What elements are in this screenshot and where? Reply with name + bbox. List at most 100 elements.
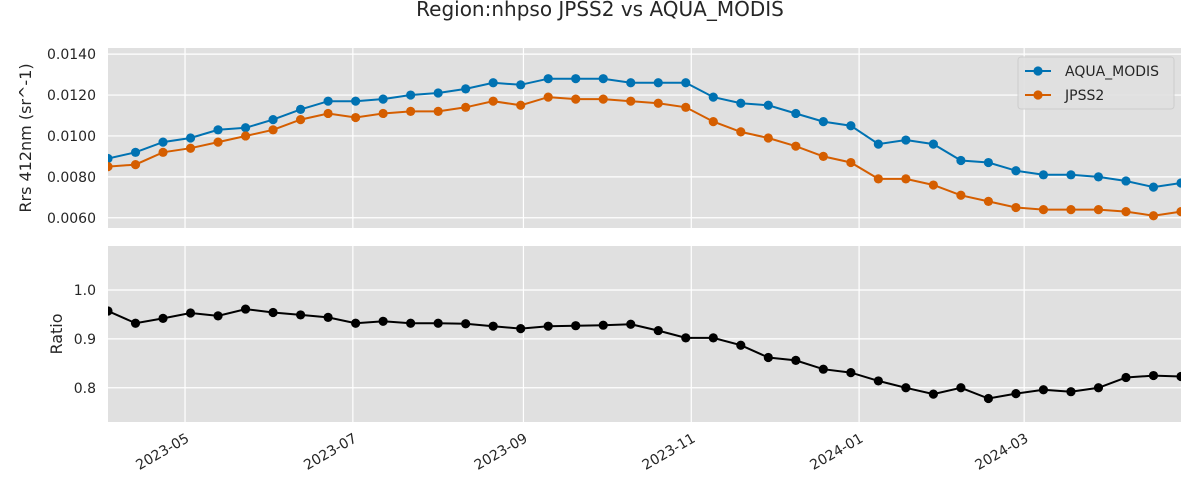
ratio-point: [791, 355, 801, 365]
x-tick-label: 2023-09: [472, 431, 531, 474]
aqua_modis-point: [323, 96, 333, 106]
ratio-point: [1093, 383, 1104, 393]
aqua_modis-point: [1176, 178, 1181, 188]
jpss2-point: [433, 106, 443, 117]
rrs-panel: 0.0060 0.0080 0.0100 0.0120 0.0140 Rrs 412nm …: [16, 47, 1181, 228]
jpss2-point: [928, 180, 938, 190]
jpss2-point: [818, 151, 828, 162]
aqua_modis-point: [1066, 170, 1076, 180]
ratio-point: [185, 308, 196, 318]
jpss2-point: [791, 141, 801, 151]
aqua_modis-point: [1011, 166, 1021, 176]
jpss2-point: [323, 108, 333, 119]
aqua_modis-point: [268, 114, 278, 125]
y-tick-label: 0.0100: [47, 129, 96, 145]
aqua_modis-point: [213, 125, 223, 135]
jpss2-point: [901, 174, 911, 184]
ratio-point: [901, 383, 911, 393]
aqua_modis-point: [488, 78, 498, 88]
aqua_modis-point: [983, 157, 994, 168]
aqua_modis-point: [185, 133, 196, 143]
ratio-point: [240, 304, 251, 314]
jpss2-point: [130, 159, 141, 170]
aqua_modis-point: [598, 74, 608, 84]
jpss2-point: [1011, 202, 1021, 213]
jpss2-point: [1121, 207, 1131, 217]
jpss2-point: [543, 92, 553, 102]
ratio-panel: 0.8 0.9 1.0 Ratio: [47, 246, 1181, 422]
chart-title: Region:nhpso JPSS2 vs AQUA_MODIS: [416, 0, 784, 21]
ratio-point: [323, 312, 333, 322]
aqua_modis-point: [158, 137, 168, 147]
jpss2-point: [108, 162, 113, 172]
aqua_modis-point: [1093, 172, 1104, 182]
aqua_modis-point: [626, 78, 636, 88]
y-tick-label: 1.0: [74, 283, 96, 299]
jpss2-point: [1176, 207, 1181, 217]
ratio-point: [488, 321, 498, 331]
aqua_modis-point: [108, 153, 113, 164]
ratio-point: [1148, 370, 1159, 381]
aqua_modis-point: [351, 96, 361, 106]
aqua_modis-point: [571, 74, 581, 84]
ratio-point: [708, 333, 718, 343]
ratio-point: [873, 376, 883, 386]
aqua_modis-point: [130, 147, 141, 157]
aqua_modis-point: [791, 108, 801, 119]
jpss2-point: [708, 117, 718, 127]
jpss2-point: [1148, 211, 1159, 221]
ratio-point: [1038, 385, 1049, 395]
jpss2-point: [653, 98, 663, 108]
aqua_modis-point: [543, 74, 553, 84]
aqua_modis-point: [736, 98, 746, 108]
jpss2-point: [268, 125, 278, 135]
legend-marker: [1033, 66, 1043, 76]
legend-label: AQUA_MODIS: [1065, 64, 1159, 80]
x-tick-label: 2024-03: [973, 431, 1032, 474]
ratio-point: [763, 352, 773, 363]
jpss2-point: [873, 174, 883, 184]
aqua_modis-point: [516, 80, 526, 90]
jpss2-point: [598, 94, 608, 104]
ratio-point: [846, 368, 856, 378]
aqua_modis-point: [1121, 176, 1131, 186]
aqua_modis-point: [681, 78, 691, 88]
aqua_modis-point: [653, 78, 663, 88]
ratio-point: [1176, 371, 1181, 382]
aqua_modis-point: [406, 90, 416, 100]
ratio-point: [351, 318, 361, 328]
y-tick-label: 0.0140: [47, 47, 96, 63]
jpss2-point: [1038, 204, 1049, 215]
ratio-point: [818, 364, 828, 374]
ratio-point: [928, 389, 938, 399]
plot-background: [108, 48, 1181, 228]
jpss2-point: [240, 131, 251, 141]
jpss2-point: [983, 196, 994, 207]
ratio-point: [108, 306, 113, 316]
aqua_modis-point: [873, 139, 883, 149]
jpss2-point: [461, 102, 471, 112]
y-tick-label: 0.0060: [47, 211, 96, 227]
y-axis-label: Ratio: [47, 313, 66, 354]
jpss2-point: [626, 96, 636, 106]
jpss2-point: [681, 102, 691, 112]
ratio-point: [681, 333, 691, 343]
ratio-point: [571, 321, 581, 331]
jpss2-point: [351, 112, 361, 123]
jpss2-point: [488, 96, 498, 106]
legend-label: JPSS2: [1064, 88, 1104, 104]
aqua_modis-point: [846, 121, 856, 131]
ratio-point: [626, 319, 636, 329]
jpss2-point: [378, 108, 388, 119]
ratio-point: [130, 318, 141, 328]
ratio-point: [736, 340, 746, 350]
ratio-point: [1011, 389, 1021, 399]
jpss2-point: [406, 106, 416, 117]
y-tick-label: 0.9: [74, 332, 96, 348]
series-group: [108, 74, 1181, 221]
y-tick-label: 0.8: [74, 381, 96, 397]
jpss2-point: [295, 114, 306, 125]
ratio-point: [983, 393, 994, 404]
aqua_modis-point: [708, 92, 718, 102]
